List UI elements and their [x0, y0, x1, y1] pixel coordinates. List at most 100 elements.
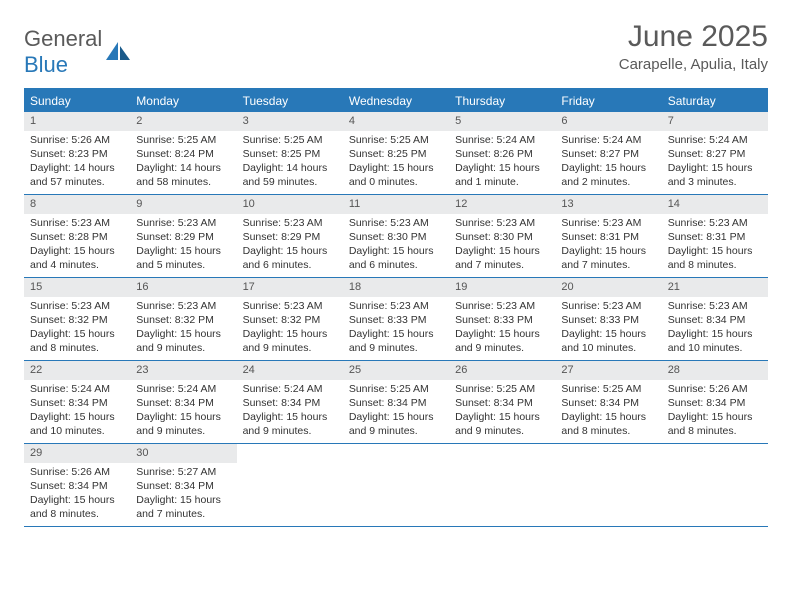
day-body: Sunrise: 5:27 AMSunset: 8:34 PMDaylight:… — [130, 465, 236, 522]
day-body: Sunrise: 5:23 AMSunset: 8:29 PMDaylight:… — [237, 216, 343, 273]
daylight-line: Daylight: 14 hours and 59 minutes. — [243, 161, 337, 189]
day-number: 26 — [449, 361, 555, 380]
day-cell: 23 Sunrise: 5:24 AMSunset: 8:34 PMDayligh… — [130, 361, 236, 443]
empty-cell — [449, 444, 555, 526]
day-number: 18 — [343, 278, 449, 297]
day-cell: 26 Sunrise: 5:25 AMSunset: 8:34 PMDayligh… — [449, 361, 555, 443]
empty-cell — [555, 444, 661, 526]
daylight-line: Daylight: 15 hours and 9 minutes. — [136, 410, 230, 438]
day-number: 14 — [662, 195, 768, 214]
day-cell: 19Sunrise: 5:23 AMSunset: 8:33 PMDayligh… — [449, 278, 555, 360]
sunrise-line: Sunrise: 5:23 AM — [455, 299, 549, 313]
day-number: 11 — [343, 195, 449, 214]
week-row: 29Sunrise: 5:26 AMSunset: 8:34 PMDayligh… — [24, 444, 768, 527]
day-cell: 2Sunrise: 5:25 AMSunset: 8:24 PMDaylight… — [130, 112, 236, 194]
weekday-label: Thursday — [449, 90, 555, 112]
sunrise-line: Sunrise: 5:25 AM — [136, 133, 230, 147]
day-body: Sunrise: 5:23 AMSunset: 8:33 PMDaylight:… — [555, 299, 661, 356]
day-cell: 18 Sunrise: 5:23 AMSunset: 8:33 PMDayligh… — [343, 278, 449, 360]
day-body: Sunrise: 5:23 AMSunset: 8:30 PMDaylight:… — [449, 216, 555, 273]
day-cell: 3 Sunrise: 5:25 AMSunset: 8:25 PMDaylight… — [237, 112, 343, 194]
month-title: June 2025 — [619, 20, 768, 54]
sunset-line: Sunset: 8:30 PM — [349, 230, 443, 244]
sunset-line: Sunset: 8:30 PM — [455, 230, 549, 244]
day-number: 3 — [237, 112, 343, 131]
weekday-label: Wednesday — [343, 90, 449, 112]
sunset-line: Sunset: 8:25 PM — [243, 147, 337, 161]
sunset-line: Sunset: 8:34 PM — [455, 396, 549, 410]
day-cell: 22Sunrise: 5:24 AMSunset: 8:34 PMDayligh… — [24, 361, 130, 443]
day-cell: 16 Sunrise: 5:23 AMSunset: 8:32 PMDayligh… — [130, 278, 236, 360]
day-body: Sunrise: 5:25 AMSunset: 8:25 PMDaylight:… — [237, 133, 343, 190]
sunrise-line: Sunrise: 5:23 AM — [136, 216, 230, 230]
day-cell: 27Sunrise: 5:25 AMSunset: 8:34 PMDayligh… — [555, 361, 661, 443]
sunset-line: Sunset: 8:26 PM — [455, 147, 549, 161]
sunset-line: Sunset: 8:34 PM — [136, 479, 230, 493]
day-body: Sunrise: 5:23 AMSunset: 8:32 PMDaylight:… — [130, 299, 236, 356]
sunset-line: Sunset: 8:32 PM — [136, 313, 230, 327]
sunset-line: Sunset: 8:23 PM — [30, 147, 124, 161]
day-body: Sunrise: 5:25 AMSunset: 8:34 PMDaylight:… — [343, 382, 449, 439]
day-cell: 14Sunrise: 5:23 AMSunset: 8:31 PMDayligh… — [662, 195, 768, 277]
daylight-line: Daylight: 14 hours and 57 minutes. — [30, 161, 124, 189]
day-body: Sunrise: 5:25 AMSunset: 8:24 PMDaylight:… — [130, 133, 236, 190]
sunrise-line: Sunrise: 5:24 AM — [136, 382, 230, 396]
sunrise-line: Sunrise: 5:25 AM — [243, 133, 337, 147]
sunset-line: Sunset: 8:27 PM — [561, 147, 655, 161]
day-cell: 29Sunrise: 5:26 AMSunset: 8:34 PMDayligh… — [24, 444, 130, 526]
sunrise-line: Sunrise: 5:23 AM — [349, 216, 443, 230]
day-body: Sunrise: 5:23 AMSunset: 8:33 PMDaylight:… — [449, 299, 555, 356]
daylight-line: Daylight: 15 hours and 6 minutes. — [243, 244, 337, 272]
daylight-line: Daylight: 15 hours and 8 minutes. — [30, 327, 124, 355]
daylight-line: Daylight: 15 hours and 9 minutes. — [243, 410, 337, 438]
day-cell: 30 Sunrise: 5:27 AMSunset: 8:34 PMDayligh… — [130, 444, 236, 526]
sunrise-line: Sunrise: 5:23 AM — [455, 216, 549, 230]
day-cell: 24Sunrise: 5:24 AMSunset: 8:34 PMDayligh… — [237, 361, 343, 443]
logo-sail-icon — [104, 40, 132, 64]
day-number: 28 — [662, 361, 768, 380]
sunrise-line: Sunrise: 5:23 AM — [30, 216, 124, 230]
daylight-line: Daylight: 15 hours and 3 minutes. — [668, 161, 762, 189]
day-body: Sunrise: 5:26 AMSunset: 8:34 PMDaylight:… — [24, 465, 130, 522]
logo-text-1: General — [24, 26, 102, 51]
sunrise-line: Sunrise: 5:24 AM — [455, 133, 549, 147]
calendar: SundayMondayTuesdayWednesdayThursdayFrid… — [24, 88, 768, 527]
daylight-line: Daylight: 15 hours and 5 minutes. — [136, 244, 230, 272]
sunrise-line: Sunrise: 5:27 AM — [136, 465, 230, 479]
day-body: Sunrise: 5:25 AMSunset: 8:34 PMDaylight:… — [449, 382, 555, 439]
day-number: 10 — [237, 195, 343, 214]
day-number: 9 — [130, 195, 236, 214]
day-body: Sunrise: 5:23 AMSunset: 8:33 PMDaylight:… — [343, 299, 449, 356]
day-number: 4 — [343, 112, 449, 131]
day-cell: 1 Sunrise: 5:26 AMSunset: 8:23 PMDaylight… — [24, 112, 130, 194]
sunset-line: Sunset: 8:31 PM — [561, 230, 655, 244]
sunrise-line: Sunrise: 5:26 AM — [30, 133, 124, 147]
day-body: Sunrise: 5:23 AMSunset: 8:32 PMDaylight:… — [24, 299, 130, 356]
week-row: 15Sunrise: 5:23 AMSunset: 8:32 PMDayligh… — [24, 278, 768, 361]
sunrise-line: Sunrise: 5:24 AM — [30, 382, 124, 396]
day-body: Sunrise: 5:24 AMSunset: 8:34 PMDaylight:… — [130, 382, 236, 439]
sunrise-line: Sunrise: 5:25 AM — [349, 133, 443, 147]
day-body: Sunrise: 5:24 AMSunset: 8:27 PMDaylight:… — [555, 133, 661, 190]
day-number: 16 — [130, 278, 236, 297]
sunset-line: Sunset: 8:34 PM — [30, 479, 124, 493]
day-number: 7 — [662, 112, 768, 131]
day-body: Sunrise: 5:23 AMSunset: 8:34 PMDaylight:… — [662, 299, 768, 356]
day-number: 1 — [24, 112, 130, 131]
day-number: 25 — [343, 361, 449, 380]
daylight-line: Daylight: 15 hours and 10 minutes. — [561, 327, 655, 355]
empty-cell — [343, 444, 449, 526]
weekday-label: Tuesday — [237, 90, 343, 112]
sunset-line: Sunset: 8:29 PM — [243, 230, 337, 244]
daylight-line: Daylight: 15 hours and 4 minutes. — [30, 244, 124, 272]
day-number: 30 — [130, 444, 236, 463]
sunrise-line: Sunrise: 5:25 AM — [455, 382, 549, 396]
daylight-line: Daylight: 15 hours and 9 minutes. — [455, 327, 549, 355]
sunset-line: Sunset: 8:27 PM — [668, 147, 762, 161]
sunset-line: Sunset: 8:33 PM — [455, 313, 549, 327]
day-body: Sunrise: 5:25 AMSunset: 8:25 PMDaylight:… — [343, 133, 449, 190]
daylight-line: Daylight: 15 hours and 8 minutes. — [668, 410, 762, 438]
day-number: 23 — [130, 361, 236, 380]
sunrise-line: Sunrise: 5:23 AM — [349, 299, 443, 313]
day-cell: 25 Sunrise: 5:25 AMSunset: 8:34 PMDayligh… — [343, 361, 449, 443]
